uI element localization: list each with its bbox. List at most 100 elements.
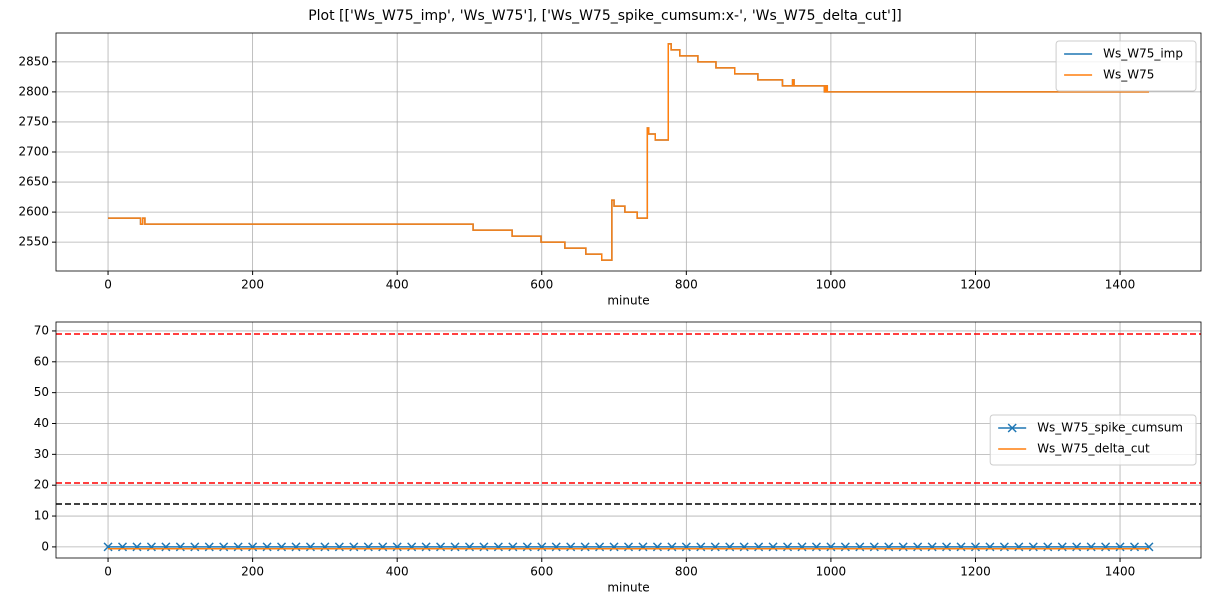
legend: Ws_W75_imp Ws_W75 xyxy=(1055,40,1197,92)
marker xyxy=(1115,542,1125,552)
marker xyxy=(262,542,272,552)
marker xyxy=(826,542,836,552)
y-tick-label: 40 xyxy=(34,416,49,430)
y-tick-label: 2600 xyxy=(18,205,49,219)
marker xyxy=(739,542,749,552)
marker xyxy=(1028,542,1038,552)
marker xyxy=(840,542,850,552)
x-tick-label: 800 xyxy=(675,565,698,579)
x-axis-label: minute xyxy=(607,294,649,308)
marker xyxy=(985,542,995,552)
x-tick-label: 1400 xyxy=(1105,278,1136,292)
marker xyxy=(999,542,1009,552)
marker xyxy=(479,542,489,552)
marker xyxy=(291,542,301,552)
marker xyxy=(638,542,648,552)
plot-area xyxy=(108,43,1149,261)
x-tick-label: 600 xyxy=(530,565,553,579)
legend: Ws_W75_spike_cumsum Ws_W75_delta_cut xyxy=(989,414,1197,466)
marker xyxy=(913,542,923,552)
series-line xyxy=(108,43,1149,261)
marker xyxy=(493,542,503,552)
x-tick-label: 0 xyxy=(104,278,112,292)
marker xyxy=(1057,542,1067,552)
marker xyxy=(566,542,576,552)
plot-area xyxy=(56,333,1201,552)
marker xyxy=(696,542,706,552)
marker xyxy=(768,542,778,552)
marker xyxy=(305,542,315,552)
y-tick-label: 0 xyxy=(41,539,49,553)
marker xyxy=(898,542,908,552)
x-tick-label: 400 xyxy=(386,565,409,579)
marker xyxy=(132,542,142,552)
x-tick-label: 1200 xyxy=(960,278,991,292)
x-tick-label: 1000 xyxy=(816,278,847,292)
marker xyxy=(334,542,344,552)
marker xyxy=(782,542,793,552)
legend-label: Ws_W75_delta_cut xyxy=(1037,442,1150,456)
marker xyxy=(161,542,171,552)
marker xyxy=(927,542,937,552)
legend-label: Ws_W75_spike_cumsum xyxy=(1037,421,1183,435)
y-tick-label: 10 xyxy=(34,509,49,523)
marker xyxy=(392,542,402,552)
marker xyxy=(508,542,518,552)
marker xyxy=(436,542,446,552)
marker xyxy=(421,542,431,552)
marker xyxy=(233,542,243,552)
marker xyxy=(1144,542,1154,552)
marker xyxy=(522,542,532,552)
marker xyxy=(190,542,200,552)
marker xyxy=(1014,542,1024,552)
y-tick-label: 70 xyxy=(34,323,49,337)
axes-frame xyxy=(55,32,1202,272)
marker xyxy=(754,542,764,552)
y-tick-label: 50 xyxy=(34,385,49,399)
marker xyxy=(652,542,662,552)
marker xyxy=(117,542,128,552)
marker xyxy=(797,542,807,552)
x-tick-label: 0 xyxy=(104,565,112,579)
marker xyxy=(811,542,821,552)
marker xyxy=(956,542,966,552)
legend-label: Ws_W75_imp xyxy=(1103,47,1183,61)
legend-box xyxy=(989,414,1197,466)
marker xyxy=(146,542,156,552)
subplot: 0 200 400 600 800 1000 1200 1400 0 10 20 30 40 50 60 70… xyxy=(34,321,1202,595)
marker xyxy=(710,542,720,552)
marker xyxy=(595,542,605,552)
marker xyxy=(580,542,590,552)
y-tick-label: 2700 xyxy=(18,145,49,159)
marker xyxy=(363,542,373,552)
marker xyxy=(1043,542,1053,552)
y-tick-label: 2850 xyxy=(18,54,49,68)
marker xyxy=(551,542,561,552)
figure-title: Plot [['Ws_W75_imp', 'Ws_W75'], ['Ws_W75… xyxy=(308,8,902,24)
marker xyxy=(175,542,185,552)
y-tick-label: 30 xyxy=(34,447,49,461)
x-tick-label: 600 xyxy=(530,278,553,292)
marker xyxy=(1101,542,1111,552)
y-tick-label: 60 xyxy=(34,354,49,368)
marker xyxy=(320,542,330,552)
x-tick-label: 200 xyxy=(241,278,264,292)
marker xyxy=(407,542,417,552)
marker xyxy=(942,542,952,552)
marker xyxy=(609,542,619,552)
x-axis-label: minute xyxy=(607,581,649,595)
y-tick-label: 20 xyxy=(34,478,49,492)
x-tick-label: 400 xyxy=(386,278,409,292)
marker xyxy=(855,542,865,552)
marker xyxy=(1007,423,1017,433)
marker xyxy=(667,542,677,552)
x-tick-label: 1000 xyxy=(816,565,847,579)
y-tick-label: 2550 xyxy=(18,235,49,249)
y-tick-label: 2800 xyxy=(18,84,49,98)
marker xyxy=(681,542,691,552)
x-tick-label: 1400 xyxy=(1105,565,1136,579)
marker xyxy=(623,542,634,552)
marker xyxy=(248,542,258,552)
subplot: 0 200 400 600 800 1000 1200 1400 2550 2600 2650 270… xyxy=(18,32,1202,308)
